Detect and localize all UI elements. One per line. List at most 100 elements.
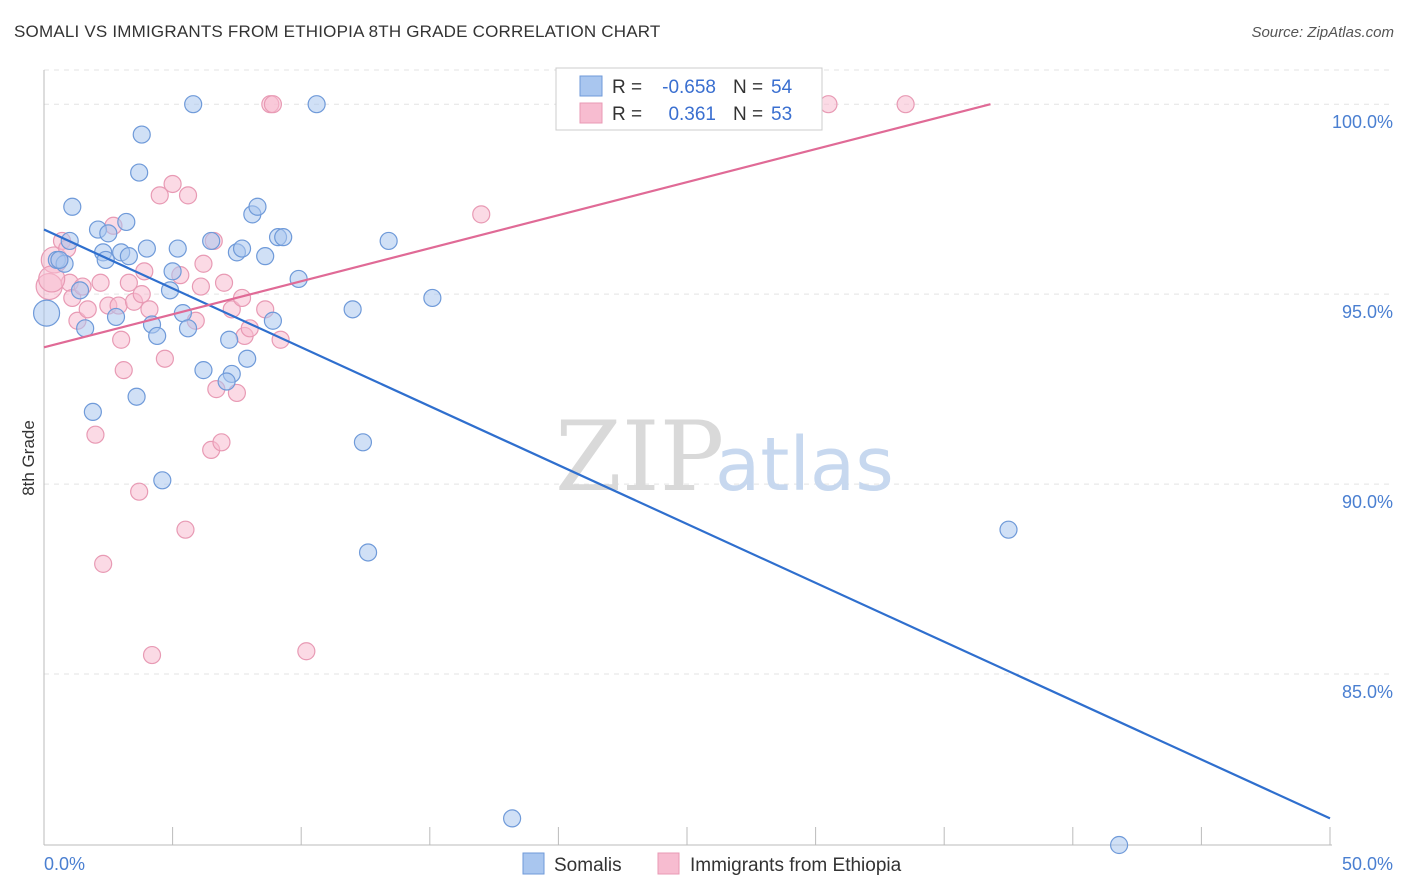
watermark: ZIP atlas	[555, 401, 894, 513]
legend-ethiopia-n-value: 53	[771, 104, 792, 125]
y-tick-label: 85.0%	[1342, 682, 1393, 702]
somali-point	[263, 311, 283, 330]
ethiopia-point	[94, 554, 113, 573]
x-ticks	[43, 827, 1331, 845]
somali-point	[83, 402, 102, 422]
ethiopia-point	[194, 254, 213, 273]
somali-point	[184, 95, 203, 114]
chart-title: SOMALI VS IMMIGRANTS FROM ETHIOPIA 8TH G…	[14, 22, 661, 41]
trend-lines	[43, 103, 1331, 820]
somali-point	[70, 281, 90, 300]
somali-point	[194, 361, 213, 380]
series-legend-somali-label: Somalis	[554, 855, 622, 876]
somali-point	[999, 520, 1018, 539]
somali-point	[232, 239, 252, 258]
ethiopia-point	[896, 95, 915, 114]
somali-point	[148, 326, 167, 346]
somali-point	[274, 228, 293, 247]
watermark-zip: ZIP	[555, 401, 724, 513]
ethiopia-point	[212, 433, 231, 452]
somali-point	[1109, 835, 1129, 855]
ethiopia-point	[214, 273, 234, 292]
somali-point	[99, 224, 118, 243]
gridlines	[44, 69, 1392, 675]
legend-somali-swatch	[579, 75, 603, 97]
series-legend-somali-swatch	[522, 852, 545, 875]
ethiopia-point	[112, 330, 131, 349]
source-label: Source: ZipAtlas.com	[1251, 24, 1394, 41]
ethiopia-point	[142, 645, 162, 665]
somali-point	[137, 239, 156, 258]
ethiopia-trend-line	[43, 103, 991, 349]
somali-point	[289, 269, 308, 289]
somali-trend-line	[43, 228, 1331, 820]
somali-point	[202, 231, 221, 251]
ethiopia-point	[91, 273, 110, 292]
ethiopia-point	[163, 174, 182, 194]
somali-point	[379, 231, 398, 251]
legend-somali-r-label: R =	[612, 77, 642, 98]
somali-point	[256, 247, 275, 266]
x-tick-label-max: 50.0%	[1342, 854, 1393, 874]
ethiopia-point	[819, 95, 838, 114]
somali-point	[358, 543, 378, 562]
y-axis-label: 8th Grade	[19, 420, 38, 496]
ethiopia-point	[176, 520, 195, 539]
ethiopia-point	[140, 300, 159, 319]
y-tick-labels: 85.0% 90.0% 95.0% 100.0%	[1332, 112, 1393, 702]
somali-point	[423, 288, 442, 308]
ethiopia-point	[191, 277, 210, 296]
series-legend-ethiopia-label: Immigrants from Ethiopia	[690, 855, 902, 876]
somali-point	[32, 299, 61, 327]
ethiopia-point	[114, 361, 133, 380]
legend-somali-n-label: N =	[733, 77, 763, 98]
somali-point	[119, 247, 138, 266]
legend-somali-r-value: -0.658	[662, 77, 716, 98]
somali-point	[343, 300, 362, 319]
somali-point	[127, 387, 146, 406]
somali-point	[63, 197, 82, 216]
legend-ethiopia-r-value: 0.361	[668, 104, 716, 125]
y-tick-label: 95.0%	[1342, 302, 1393, 322]
ethiopia-point	[178, 186, 198, 205]
ethiopia-point	[263, 95, 283, 114]
series-legend-ethiopia-swatch	[657, 852, 680, 875]
y-tick-label: 100.0%	[1332, 112, 1393, 132]
series-legend: Somalis Immigrants from Ethiopia	[522, 852, 902, 876]
somali-point	[503, 809, 522, 828]
y-tick-label: 90.0%	[1342, 492, 1393, 512]
legend-ethiopia-swatch	[579, 102, 603, 124]
somali-point	[50, 250, 69, 270]
watermark-atlas: atlas	[715, 422, 894, 508]
somali-point	[168, 239, 187, 258]
ethiopia-point	[130, 482, 149, 501]
ethiopia-point	[119, 273, 138, 292]
ethiopia-point	[155, 349, 174, 368]
stats-legend: R = -0.658 N = 54 R = 0.361 N = 53	[555, 67, 823, 131]
somali-point	[220, 330, 239, 349]
somali-point	[248, 197, 267, 216]
ethiopia-point	[227, 383, 246, 403]
somali-point	[217, 372, 236, 391]
ethiopia-point	[240, 319, 259, 338]
somali-point	[163, 262, 182, 281]
ethiopia-point	[78, 300, 97, 319]
somali-point	[106, 307, 126, 327]
legend-ethiopia-n-label: N =	[733, 104, 763, 125]
ethiopia-points	[35, 95, 915, 665]
x-tick-label-min: 0.0%	[44, 854, 85, 874]
somali-point	[130, 163, 149, 182]
somali-points	[32, 95, 1129, 855]
somali-point	[353, 433, 373, 452]
legend-ethiopia-r-label: R =	[612, 104, 642, 125]
somali-point	[238, 349, 257, 368]
ethiopia-point	[86, 425, 105, 444]
ethiopia-point	[472, 205, 491, 224]
somali-point	[132, 125, 151, 144]
somali-point	[178, 319, 198, 338]
somali-point	[153, 471, 172, 490]
ethiopia-point	[297, 642, 316, 661]
somali-point	[307, 95, 326, 114]
ethiopia-point	[132, 285, 151, 304]
